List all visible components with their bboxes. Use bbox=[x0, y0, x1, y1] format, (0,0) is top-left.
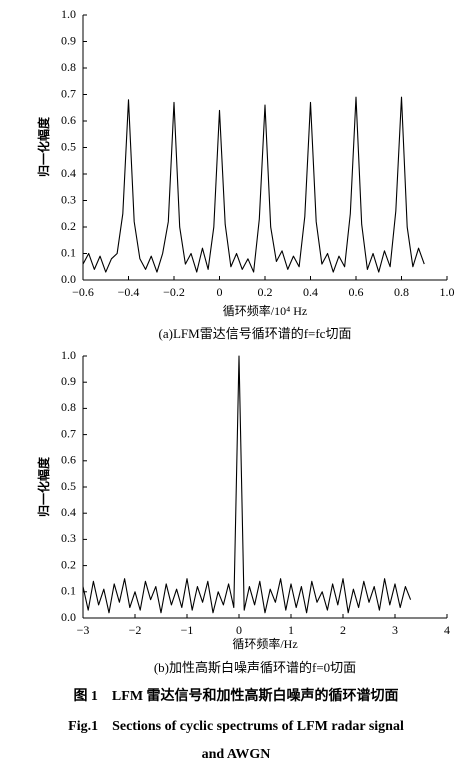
y-tick-label: 0.4 bbox=[61, 166, 76, 180]
x-tick-label: 0.2 bbox=[258, 285, 273, 299]
y-tick-label: 0.6 bbox=[61, 453, 76, 467]
y-tick-label: 0.1 bbox=[61, 245, 76, 259]
x-tick-label: 0 bbox=[236, 623, 242, 637]
y-tick-label: 0.3 bbox=[61, 192, 76, 206]
x-tick-label: 1 bbox=[288, 623, 294, 637]
x-tick-label: −0.2 bbox=[163, 285, 185, 299]
y-axis-label: 归一化幅度 bbox=[36, 116, 51, 177]
x-tick-label: 4 bbox=[444, 623, 450, 637]
y-tick-label: 0.5 bbox=[61, 139, 76, 153]
y-tick-label: 0.1 bbox=[61, 584, 76, 598]
y-tick-label: 0.4 bbox=[61, 505, 76, 519]
data-line bbox=[82, 96, 425, 273]
y-tick-label: 0.8 bbox=[61, 400, 76, 414]
y-tick-label: 0.9 bbox=[61, 374, 76, 388]
y-tick-label: 0.5 bbox=[61, 479, 76, 493]
x-tick-label: 0.4 bbox=[303, 285, 318, 299]
x-tick-label: −1 bbox=[181, 623, 194, 637]
x-tick-label: 0 bbox=[217, 285, 223, 299]
figure-caption-en: and AWGN bbox=[202, 747, 271, 762]
y-tick-label: 0.7 bbox=[61, 86, 76, 100]
chart-caption: (b)加性高斯白噪声循环谱的f=0切面 bbox=[154, 660, 356, 675]
y-tick-label: 0.8 bbox=[61, 60, 76, 74]
y-tick-label: 0.3 bbox=[61, 531, 76, 545]
x-axis-label: 循环频率/Hz bbox=[232, 636, 297, 651]
y-tick-label: 0.0 bbox=[61, 272, 76, 286]
x-tick-label: 1.0 bbox=[440, 285, 455, 299]
data-line bbox=[82, 355, 412, 614]
x-tick-label: 0.8 bbox=[394, 285, 409, 299]
x-tick-label: −0.4 bbox=[118, 285, 140, 299]
figure-caption-en: Fig.1 Sections of cyclic spectrums of LF… bbox=[68, 719, 404, 734]
y-tick-label: 0.7 bbox=[61, 426, 76, 440]
y-axis-label: 归一化幅度 bbox=[36, 456, 51, 517]
figure-caption-zh: 图 1 LFM 雷达信号和加性高斯白噪声的循环谱切面 bbox=[73, 687, 398, 704]
x-tick-label: −0.6 bbox=[72, 285, 94, 299]
x-tick-label: 0.6 bbox=[349, 285, 364, 299]
y-tick-label: 0.9 bbox=[61, 33, 76, 47]
y-tick-label: 0.2 bbox=[61, 557, 76, 571]
y-tick-label: 1.0 bbox=[61, 7, 76, 21]
y-tick-label: 1.0 bbox=[61, 348, 76, 362]
x-tick-label: −3 bbox=[77, 623, 90, 637]
y-tick-label: 0.0 bbox=[61, 610, 76, 624]
x-tick-label: 2 bbox=[340, 623, 346, 637]
x-tick-label: −2 bbox=[129, 623, 142, 637]
y-tick-label: 0.6 bbox=[61, 113, 76, 127]
chart-caption: (a)LFM雷达信号循环谱的f=fc切面 bbox=[159, 326, 352, 341]
x-tick-label: 3 bbox=[392, 623, 398, 637]
x-axis-label: 循环频率/10⁴ Hz bbox=[223, 303, 308, 318]
y-tick-label: 0.2 bbox=[61, 219, 76, 233]
